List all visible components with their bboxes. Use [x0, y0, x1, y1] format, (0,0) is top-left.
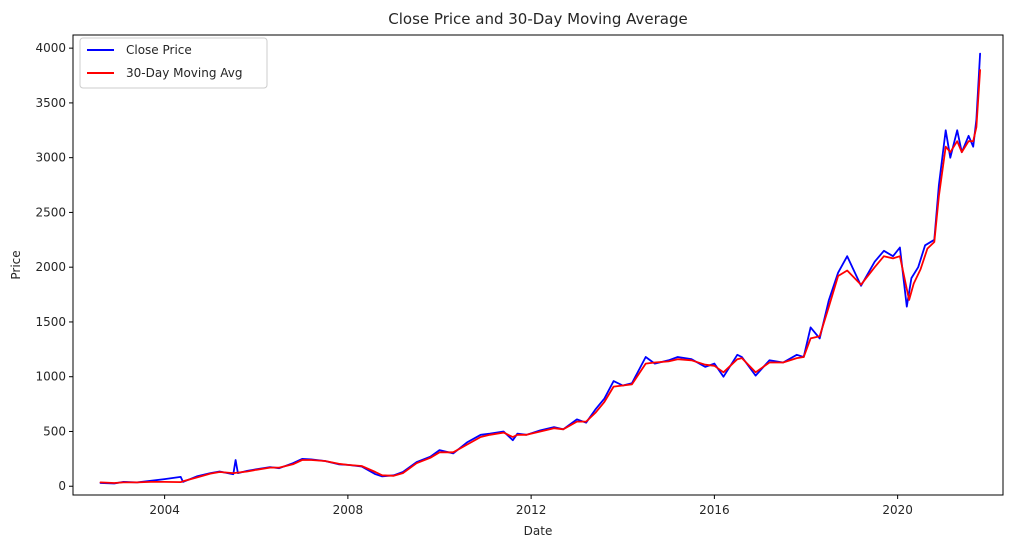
y-axis-title: Price	[9, 250, 23, 279]
y-axis: 0 500 1000 1500 2000 2500 3000 3500 4000	[35, 41, 73, 493]
y-tick-label: 3500	[35, 96, 66, 110]
y-tick-label: 0	[58, 479, 66, 493]
x-tick-label: 2008	[333, 503, 364, 517]
legend-label-close-price: Close Price	[126, 43, 192, 57]
x-tick-label: 2004	[149, 503, 180, 517]
series-line-1	[99, 69, 981, 484]
x-tick-label: 2016	[699, 503, 730, 517]
x-axis-title: Date	[524, 524, 553, 538]
legend-label-moving-avg: 30-Day Moving Avg	[126, 66, 243, 80]
x-axis: 2004 2008 2012 2016 2020	[149, 495, 913, 517]
y-tick-label: 500	[43, 424, 66, 438]
y-tick-label: 1000	[35, 370, 66, 384]
plot-frame	[72, 34, 1004, 496]
y-tick-label: 1500	[35, 315, 66, 329]
y-tick-label: 2000	[35, 260, 66, 274]
x-tick-label: 2020	[882, 503, 913, 517]
plot-lines	[99, 52, 981, 485]
legend-box	[79, 37, 268, 89]
y-tick-label: 2500	[35, 205, 66, 219]
x-tick-label: 2012	[516, 503, 547, 517]
y-tick-label: 4000	[35, 41, 66, 55]
y-tick-label: 3000	[35, 151, 66, 165]
series-line-0	[99, 52, 981, 485]
legend: Close Price 30-Day Moving Avg	[79, 37, 268, 89]
chart-title: Close Price and 30-Day Moving Average	[388, 10, 687, 28]
